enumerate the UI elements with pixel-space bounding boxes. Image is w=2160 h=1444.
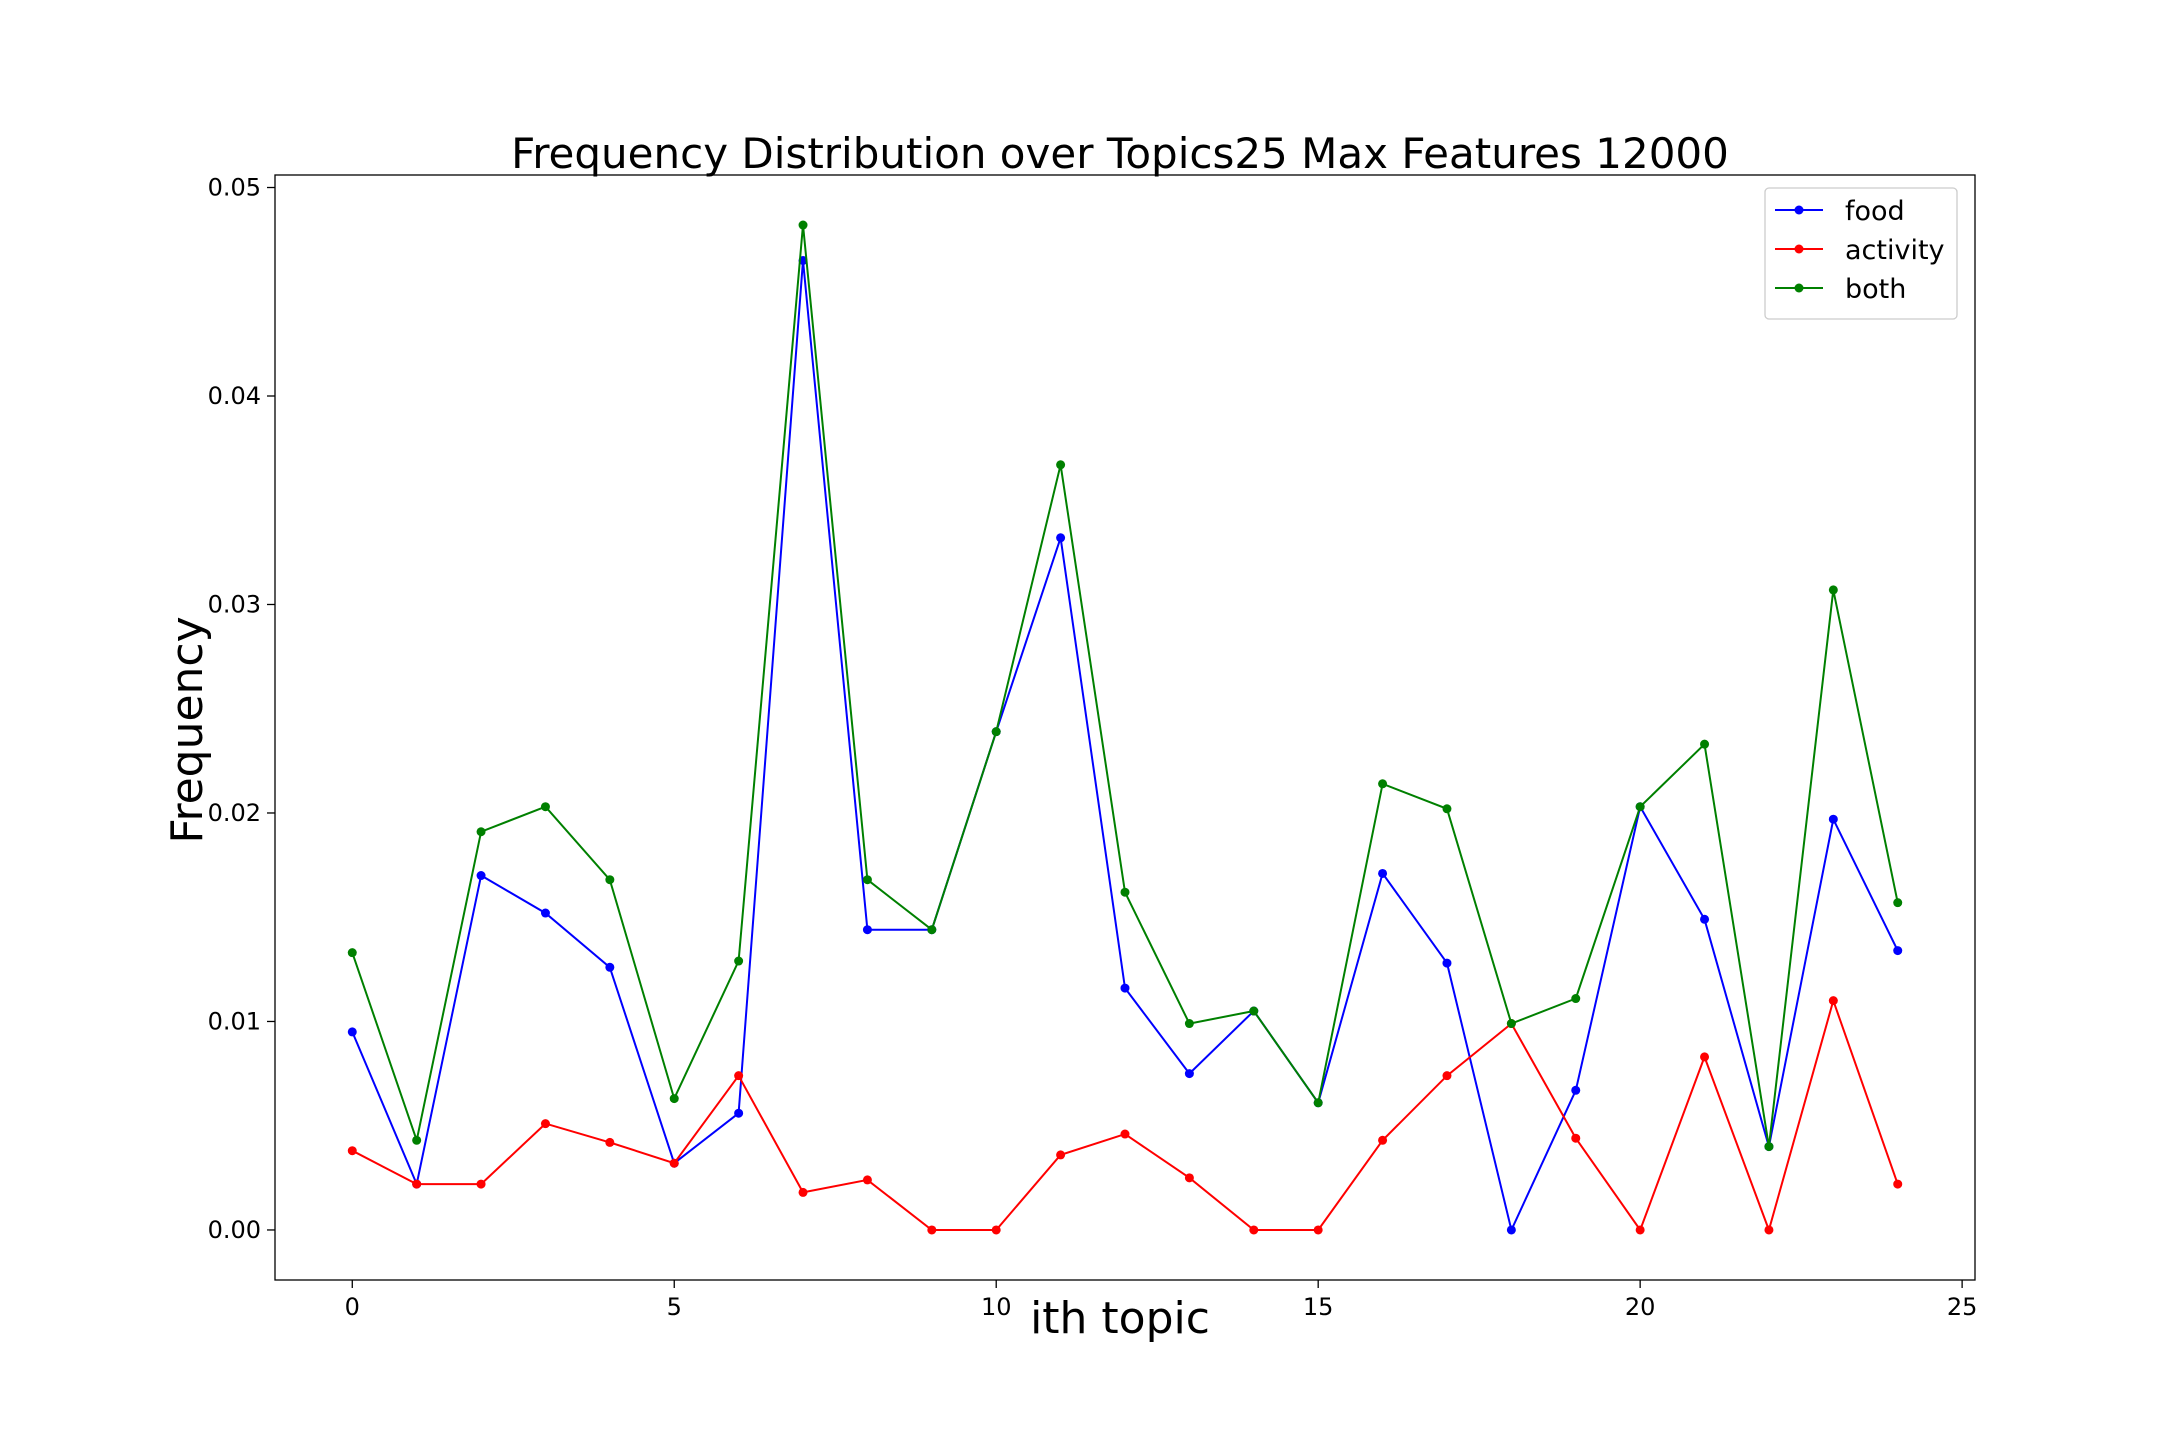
data-point-2-10: [991, 727, 1001, 737]
data-point-1-24: [1893, 1179, 1903, 1189]
data-point-1-13: [1184, 1173, 1194, 1183]
x-tick-label: 25: [1947, 1293, 1978, 1321]
chart-title: Frequency Distribution over Topics25 Max…: [511, 129, 1729, 178]
legend-marker-2: [1794, 283, 1804, 293]
data-point-0-21: [1700, 914, 1710, 924]
data-point-0-18: [1506, 1225, 1516, 1235]
data-point-2-17: [1442, 804, 1452, 814]
data-point-1-1: [412, 1179, 422, 1189]
data-point-1-3: [540, 1119, 550, 1129]
plot-area: 0 5 10 15 20 25 0.00 0.01 0.02 0.03 0.04 0.05: [208, 174, 1978, 1321]
data-point-1-23: [1828, 996, 1838, 1006]
legend-label-2: both: [1845, 274, 1906, 305]
data-point-1-6: [734, 1071, 744, 1081]
legend: food activity both: [1764, 187, 1958, 320]
data-point-1-20: [1635, 1225, 1645, 1235]
data-point-2-3: [540, 802, 550, 812]
data-point-0-3: [540, 908, 550, 918]
data-point-1-5: [669, 1158, 679, 1168]
data-point-1-4: [605, 1137, 615, 1147]
data-point-0-0: [347, 1027, 357, 1037]
data-point-0-12: [1120, 983, 1130, 993]
data-point-1-9: [927, 1225, 937, 1235]
data-point-0-23: [1828, 814, 1838, 824]
data-point-1-16: [1378, 1135, 1388, 1145]
y-tick-label: 0.04: [208, 382, 261, 410]
y-tick-label: 0.01: [208, 1007, 261, 1035]
legend-marker-0: [1794, 205, 1804, 215]
data-point-2-4: [605, 875, 615, 885]
data-point-1-14: [1249, 1225, 1259, 1235]
series-line-0: [351, 260, 1899, 1234]
data-point-1-15: [1313, 1225, 1323, 1235]
legend-label-0: food: [1845, 196, 1905, 227]
data-point-2-20: [1635, 802, 1645, 812]
x-tick-label: 10: [981, 1293, 1012, 1321]
data-point-2-19: [1571, 994, 1581, 1004]
x-tick-label: 5: [667, 1293, 682, 1321]
data-point-2-22: [1764, 1142, 1774, 1152]
data-point-2-6: [734, 956, 744, 966]
data-point-2-23: [1828, 585, 1838, 595]
y-axis-label: Frequency: [162, 616, 213, 843]
data-point-0-13: [1184, 1069, 1194, 1079]
data-point-2-9: [927, 925, 937, 935]
x-axis-label: ith topic: [1030, 1293, 1210, 1344]
data-point-2-15: [1313, 1098, 1323, 1108]
data-point-2-5: [669, 1094, 679, 1104]
data-point-2-24: [1893, 898, 1903, 908]
data-point-2-18: [1506, 1019, 1516, 1029]
data-point-2-16: [1378, 779, 1388, 789]
data-point-2-21: [1700, 739, 1710, 749]
data-point-2-13: [1184, 1019, 1194, 1029]
data-point-0-17: [1442, 958, 1452, 968]
data-point-2-0: [347, 948, 357, 958]
data-point-2-8: [862, 875, 872, 885]
data-point-1-7: [798, 1187, 808, 1197]
legend-box: [1764, 187, 1958, 320]
data-point-1-11: [1056, 1150, 1066, 1160]
x-tick-label: 0: [345, 1293, 360, 1321]
data-point-1-10: [991, 1225, 1001, 1235]
y-tick-label: 0.00: [208, 1216, 261, 1244]
series-line-2: [351, 224, 1899, 1147]
data-point-2-2: [476, 827, 486, 837]
data-point-2-12: [1120, 887, 1130, 897]
data-point-1-22: [1764, 1225, 1774, 1235]
data-point-1-21: [1700, 1052, 1710, 1062]
data-point-1-0: [347, 1146, 357, 1156]
x-tick-label: 20: [1625, 1293, 1656, 1321]
data-point-1-8: [862, 1175, 872, 1185]
data-point-1-2: [476, 1179, 486, 1189]
data-point-2-14: [1249, 1006, 1259, 1016]
y-tick-label: 0.05: [208, 174, 261, 202]
y-tick-label: 0.03: [208, 590, 261, 618]
x-tick-label: 15: [1303, 1293, 1334, 1321]
data-point-0-2: [476, 871, 486, 881]
data-point-0-19: [1571, 1085, 1581, 1095]
data-point-0-6: [734, 1108, 744, 1118]
data-point-2-1: [412, 1135, 422, 1145]
data-point-1-17: [1442, 1071, 1452, 1081]
data-point-2-11: [1056, 460, 1066, 470]
data-point-2-7: [798, 220, 808, 230]
axes-frame: [274, 174, 1976, 1281]
data-point-1-12: [1120, 1129, 1130, 1139]
legend-label-1: activity: [1845, 235, 1945, 266]
y-tick-label: 0.02: [208, 799, 261, 827]
data-point-0-11: [1056, 533, 1066, 543]
data-point-1-19: [1571, 1133, 1581, 1143]
data-point-0-16: [1378, 868, 1388, 878]
data-point-0-4: [605, 962, 615, 972]
data-point-0-8: [862, 925, 872, 935]
data-point-0-24: [1893, 946, 1903, 956]
series-line-1: [351, 997, 1899, 1234]
legend-marker-1: [1794, 244, 1804, 254]
